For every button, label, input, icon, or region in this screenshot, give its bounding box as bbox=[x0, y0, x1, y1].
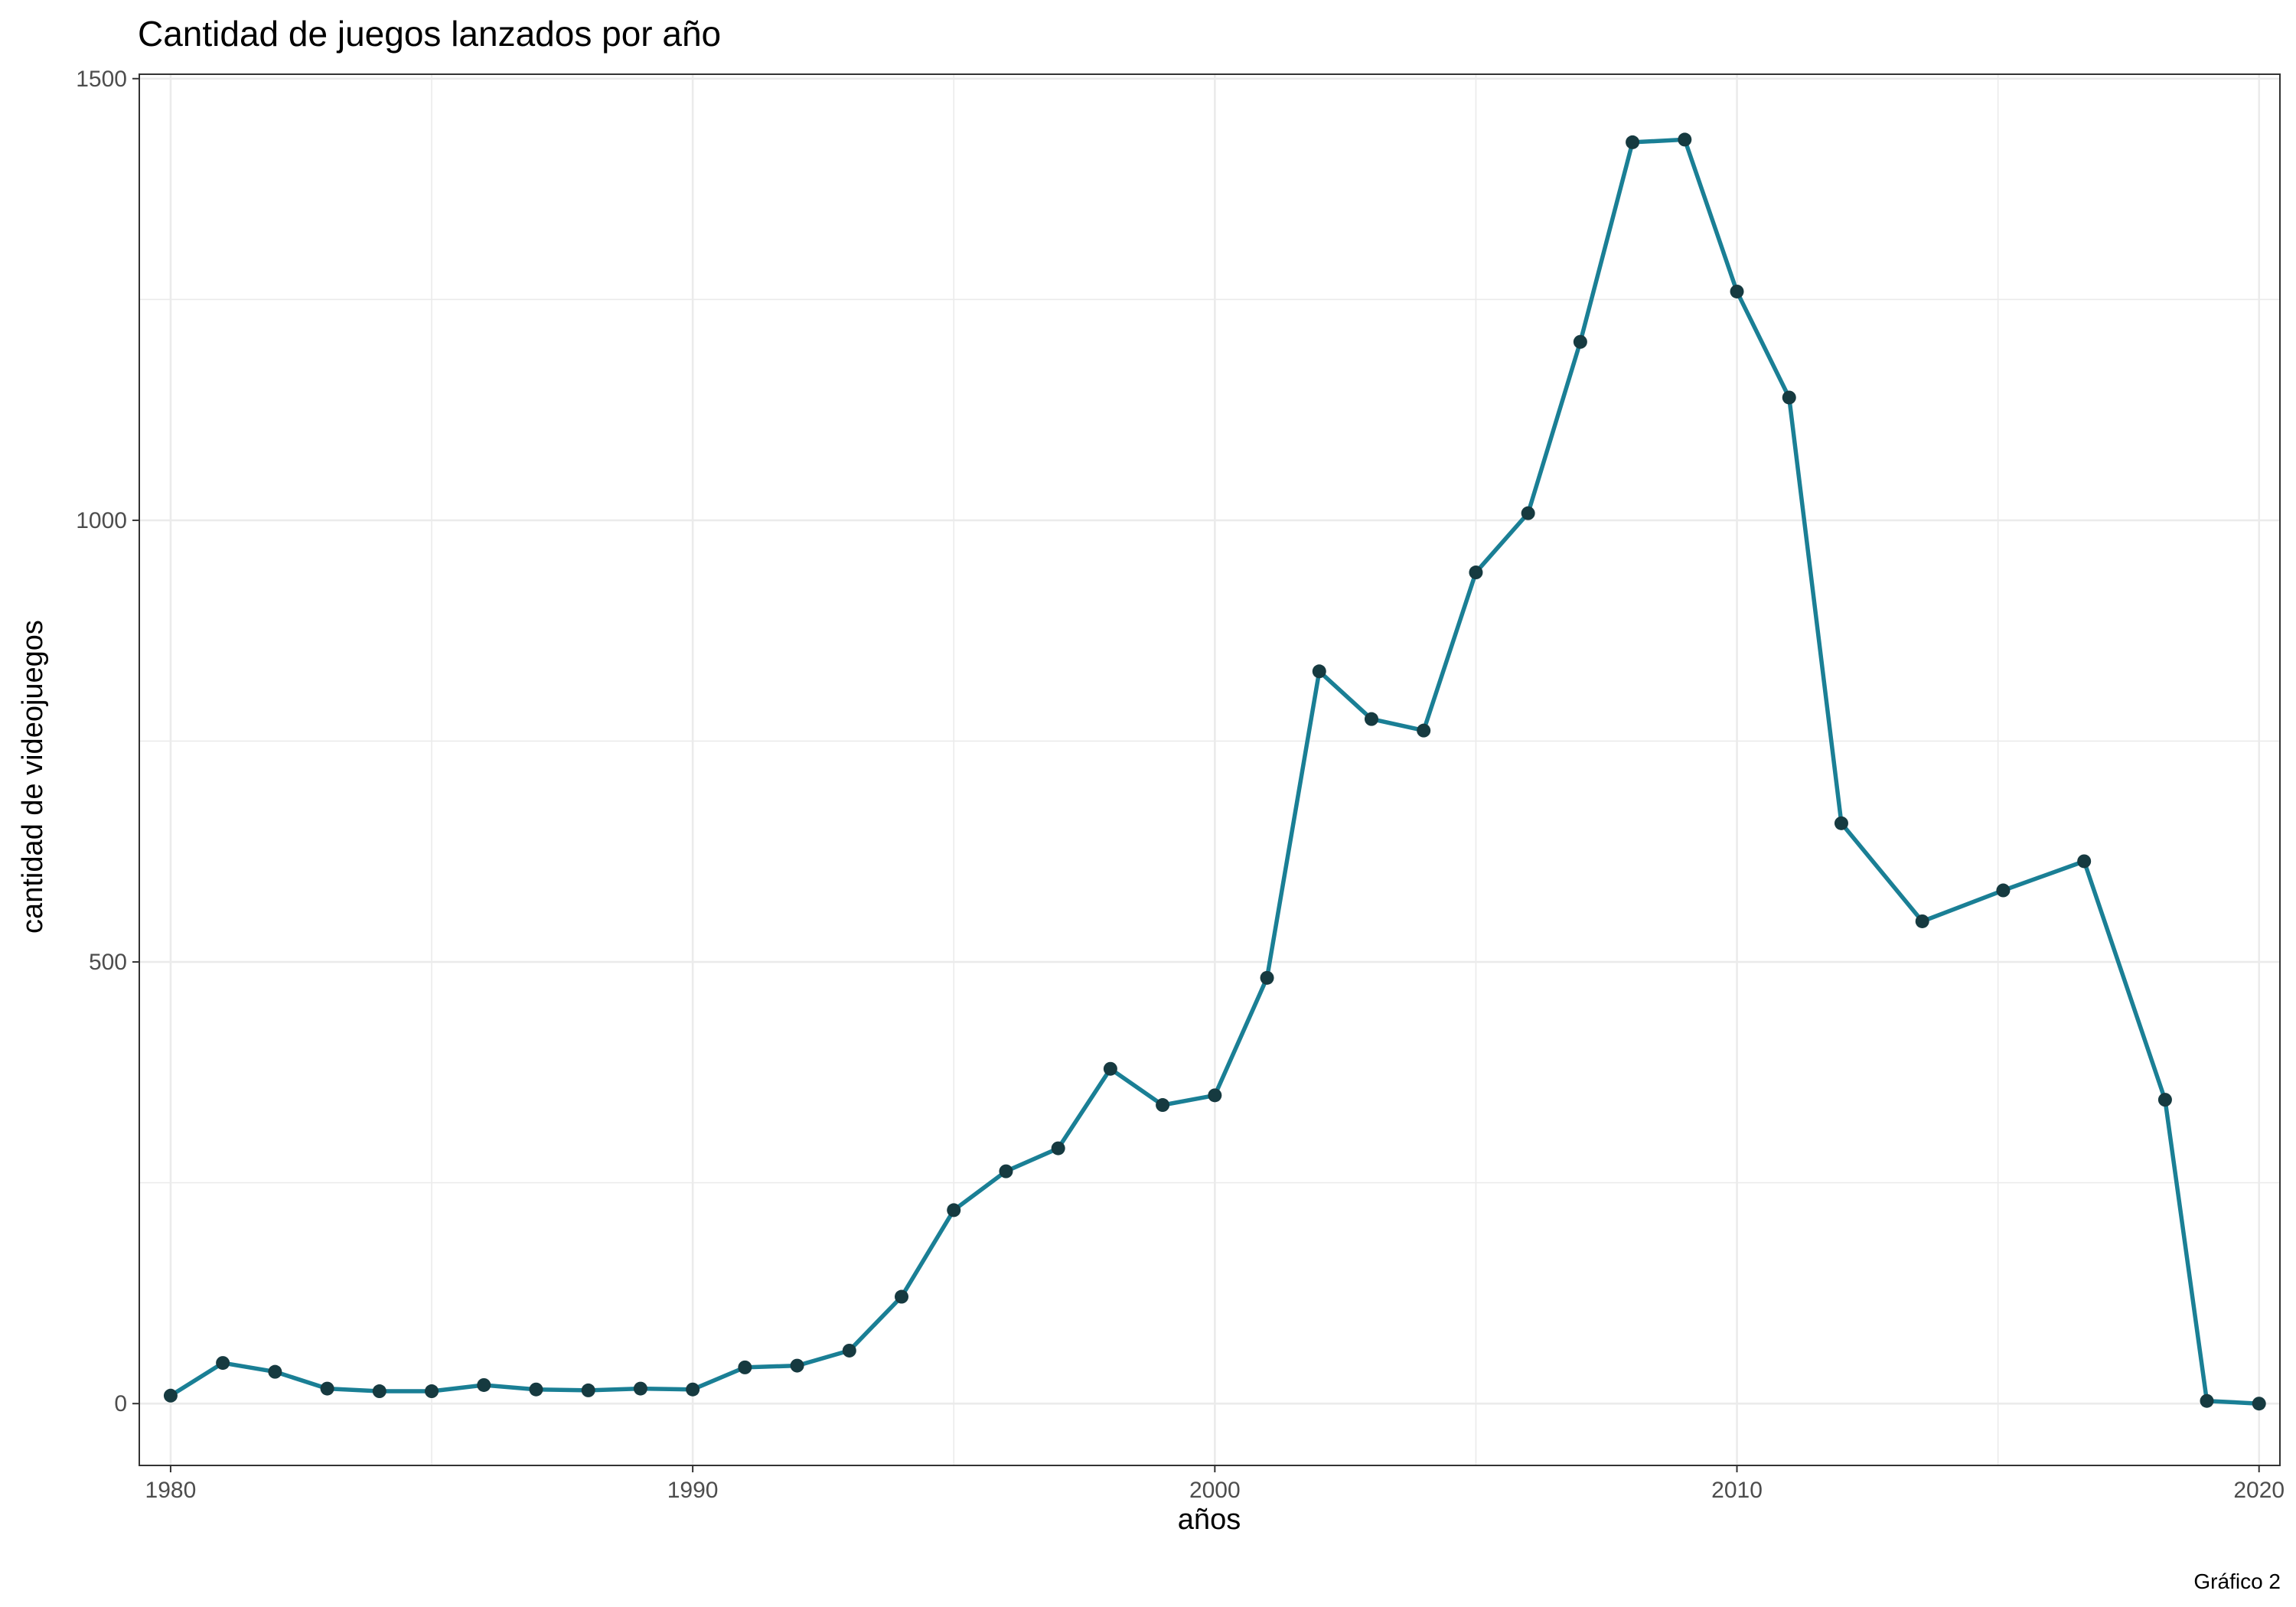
y-tick-label: 0 bbox=[114, 1391, 127, 1416]
y-axis-title: cantidad de videojuegos bbox=[17, 620, 49, 934]
panel-border bbox=[139, 74, 2280, 1465]
data-point bbox=[1469, 566, 1482, 579]
data-point bbox=[425, 1384, 439, 1398]
data-point bbox=[1626, 135, 1639, 149]
data-point bbox=[1052, 1142, 1065, 1156]
data-point bbox=[1521, 507, 1535, 520]
data-point bbox=[164, 1389, 178, 1403]
data-point bbox=[947, 1203, 960, 1217]
data-point bbox=[2077, 854, 2091, 868]
x-tick-label: 2000 bbox=[1189, 1478, 1241, 1503]
data-point bbox=[529, 1383, 543, 1397]
data-point bbox=[1365, 712, 1378, 726]
data-point bbox=[1313, 664, 1326, 678]
data-point bbox=[895, 1290, 908, 1304]
data-point bbox=[582, 1384, 595, 1397]
data-point bbox=[791, 1359, 804, 1373]
chart-caption: Gráfico 2 bbox=[2193, 1570, 2281, 1593]
data-point bbox=[477, 1378, 491, 1392]
data-point bbox=[1261, 971, 1274, 985]
data-point bbox=[634, 1382, 647, 1396]
data-point bbox=[1835, 817, 1848, 830]
data-point bbox=[1916, 914, 1929, 928]
x-tick-label: 1980 bbox=[145, 1478, 197, 1503]
axis-ticks: 0 500 1000 1500 1980 1990 2000 2010 2020 bbox=[76, 67, 2285, 1503]
data-point bbox=[1208, 1088, 1221, 1102]
data-point bbox=[1782, 390, 1796, 404]
chart-title: Cantidad de juegos lanzados por año bbox=[138, 14, 721, 54]
data-point bbox=[2158, 1093, 2172, 1107]
data-point bbox=[321, 1382, 334, 1396]
data-point bbox=[1417, 724, 1430, 738]
y-tick-label: 1500 bbox=[76, 67, 127, 92]
data-point bbox=[216, 1356, 230, 1370]
data-point bbox=[1730, 285, 1744, 298]
data-point bbox=[1104, 1062, 1117, 1076]
data-point bbox=[1574, 335, 1587, 349]
x-tick-label: 1990 bbox=[667, 1478, 719, 1503]
x-axis-title: años bbox=[1178, 1504, 1241, 1536]
grid bbox=[139, 74, 2280, 1465]
x-tick-label: 2010 bbox=[1711, 1478, 1763, 1503]
data-point bbox=[1678, 132, 1691, 146]
data-point bbox=[373, 1384, 386, 1398]
x-tick-label: 2020 bbox=[2233, 1478, 2285, 1503]
data-point bbox=[1996, 884, 2010, 898]
data-point bbox=[1156, 1098, 1169, 1112]
data-point bbox=[843, 1344, 856, 1358]
y-tick-label: 1000 bbox=[76, 508, 127, 533]
data-point bbox=[999, 1165, 1013, 1178]
data-point bbox=[268, 1365, 282, 1379]
data-point bbox=[2200, 1394, 2213, 1408]
y-tick-label: 500 bbox=[89, 950, 127, 975]
data-point bbox=[2252, 1397, 2266, 1410]
data-point bbox=[686, 1383, 700, 1397]
data-point bbox=[738, 1361, 752, 1374]
